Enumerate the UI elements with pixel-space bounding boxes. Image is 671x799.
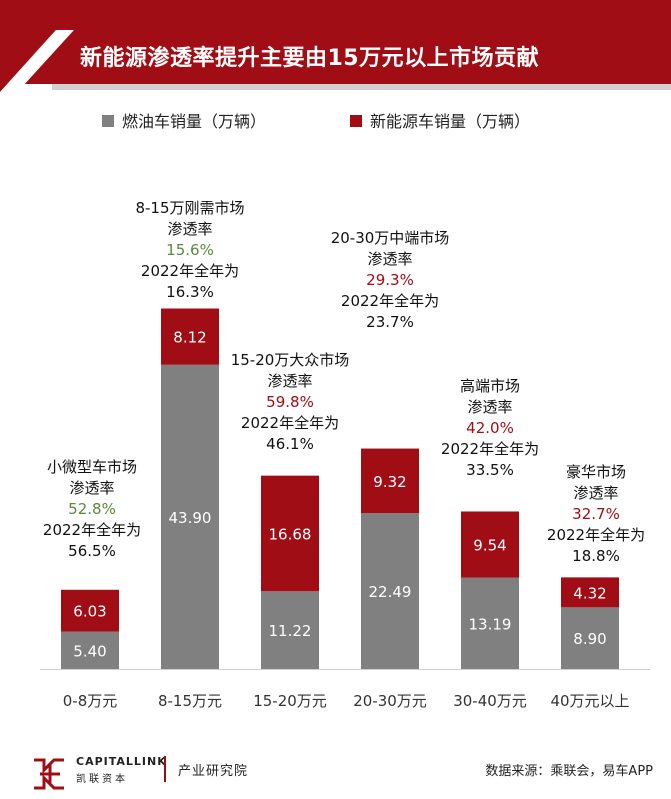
- x-tick-label: 8-15万元: [158, 692, 222, 710]
- header-shape: [0, 0, 671, 98]
- legend-item-nev: 新能源车销量（万辆）: [350, 110, 530, 134]
- capitallink-logo-icon: [34, 758, 64, 790]
- brand-name-cn: 凯联资本: [76, 774, 128, 785]
- annotation-2022-value: 18.8%: [572, 547, 620, 565]
- annotation-2022-value: 23.7%: [366, 313, 414, 331]
- annotation-penetration: 59.8%: [266, 393, 314, 411]
- x-tick-label: 20-30万元: [353, 692, 427, 710]
- annotation-segment: 15-20万大众市场: [230, 351, 350, 369]
- bar-nev: [61, 589, 119, 632]
- annotation-2022-value: 46.1%: [266, 435, 314, 453]
- annotation-2022-label: 2022年全年为: [546, 526, 646, 544]
- legend-item-fuel: 燃油车销量（万辆）: [102, 110, 266, 134]
- data-label-fuel: 5.40: [73, 642, 106, 660]
- data-label-nev: 8.12: [173, 329, 206, 347]
- legend-label-fuel: 燃油车销量（万辆）: [122, 112, 267, 131]
- annotation-penetration: 52.8%: [68, 500, 116, 518]
- annotation-label: 渗透率: [69, 479, 115, 497]
- annotation-label: 渗透率: [267, 372, 313, 390]
- stacked-bar-chart: 5.40 6.03 0-8万元 43.90 8.12 8-15万元 11.22 16.68 15…: [40, 308, 650, 710]
- annotation-segment: 高端市场: [459, 377, 520, 395]
- bar-nev: [261, 475, 319, 592]
- annotation-2022-label: 2022年全年为: [440, 440, 540, 458]
- annotation-2022-value: 56.5%: [68, 542, 116, 560]
- bar-nev: [561, 577, 619, 608]
- x-tick-label: 40万元以上: [550, 692, 629, 710]
- annotation-2022-value: 16.3%: [166, 283, 214, 301]
- x-tick-label: 15-20万元: [253, 692, 327, 710]
- legend-swatch-fuel: [102, 114, 114, 127]
- bar-fuel: [461, 577, 519, 669]
- data-label-nev: 6.03: [73, 603, 106, 621]
- annotation-label: 渗透率: [167, 220, 213, 238]
- annotation-2022-label: 2022年全年为: [340, 292, 440, 310]
- bar-fuel: [161, 364, 219, 669]
- annotation-segment: 豪华市场: [565, 463, 626, 481]
- annotation-segment: 20-30万中端市场: [330, 229, 450, 247]
- data-label-fuel: 13.19: [469, 615, 512, 633]
- footer: [0, 740, 671, 799]
- bar-nev: [361, 448, 419, 514]
- annotation-5: 豪华市场 渗透率 32.7% 2022年全年为 18.8%: [547, 462, 645, 567]
- page-title: 新能源渗透率提升主要由15万元以上市场贡献: [80, 46, 540, 71]
- data-label-fuel: 11.22: [269, 622, 312, 640]
- annotation-2022-value: 33.5%: [466, 461, 514, 479]
- annotation-0: 小微型车市场 渗透率 52.8% 2022年全年为 56.5%: [43, 457, 141, 562]
- annotation-2022-label: 2022年全年为: [240, 414, 340, 432]
- data-label-fuel: 8.90: [573, 630, 606, 648]
- annotation-label: 渗透率: [367, 250, 413, 268]
- annotation-penetration: 15.6%: [166, 241, 214, 259]
- annotation-1: 8-15万刚需市场 渗透率 15.6% 2022年全年为 16.3%: [135, 198, 244, 303]
- annotation-2: 15-20万大众市场 渗透率 59.8% 2022年全年为 46.1%: [231, 350, 350, 455]
- bar-nev: [161, 308, 219, 365]
- x-tick-label: 30-40万元: [453, 692, 527, 710]
- annotation-2022-label: 2022年全年为: [42, 521, 142, 539]
- bar-fuel: [561, 607, 619, 669]
- data-label-nev: 9.32: [373, 473, 406, 491]
- annotation-label: 渗透率: [573, 484, 619, 502]
- x-tick-label: 0-8万元: [63, 692, 118, 710]
- annotation-label: 渗透率: [467, 398, 513, 416]
- bar-fuel: [261, 591, 319, 669]
- annotation-segment: 8-15万刚需市场: [135, 199, 245, 217]
- bar-fuel: [361, 513, 419, 669]
- header-banner: 新能源渗透率提升主要由15万元以上市场贡献: [0, 0, 671, 100]
- footer-divider: [164, 756, 166, 782]
- annotation-3: 20-30万中端市场 渗透率 29.3% 2022年全年为 23.7%: [331, 228, 450, 333]
- annotation-2022-label: 2022年全年为: [140, 262, 240, 280]
- data-label-nev: 16.68: [269, 525, 312, 543]
- legend-label-nev: 新能源车销量（万辆）: [370, 112, 531, 131]
- data-label-fuel: 43.90: [169, 509, 212, 527]
- annotation-4: 高端市场 渗透率 42.0% 2022年全年为 33.5%: [441, 376, 539, 481]
- brand-name-en: CAPITALLINK: [76, 755, 167, 768]
- data-label-nev: 4.32: [573, 584, 606, 602]
- legend-swatch-nev: [350, 114, 362, 127]
- data-source: 数据来源：乘联会，易车APP: [485, 764, 653, 779]
- data-label-fuel: 22.49: [369, 583, 412, 601]
- department-label: 产业研究院: [178, 764, 249, 779]
- data-label-nev: 9.54: [473, 537, 506, 555]
- annotation-penetration: 32.7%: [572, 505, 620, 523]
- annotation-penetration: 29.3%: [366, 271, 414, 289]
- annotation-segment: 小微型车市场: [46, 458, 137, 476]
- bar-fuel: [61, 631, 119, 669]
- bar-nev: [461, 511, 519, 578]
- annotation-penetration: 42.0%: [466, 419, 514, 437]
